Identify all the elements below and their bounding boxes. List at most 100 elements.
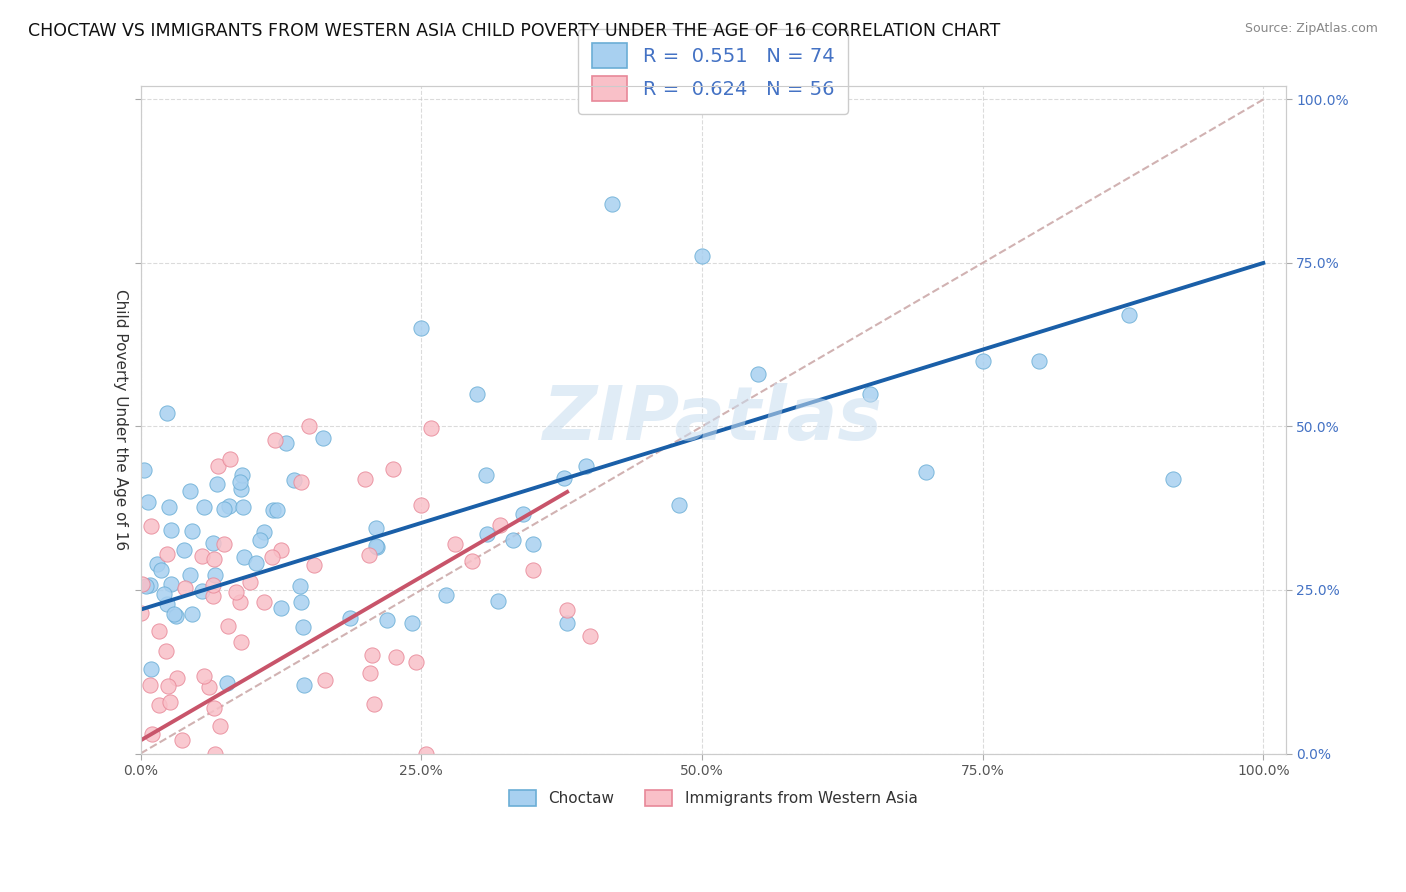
Point: [202, 577, 225, 591]
Point: [245, 556, 267, 570]
Point: [415, 747, 437, 761]
Text: CHOCTAW VS IMMIGRANTS FROM WESTERN ASIA CHILD POVERTY UNDER THE AGE OF 16 CORREL: CHOCTAW VS IMMIGRANTS FROM WESTERN ASIA …: [28, 22, 1001, 40]
Point: [191, 583, 214, 598]
Point: [173, 543, 195, 558]
Point: [401, 616, 423, 631]
Point: [148, 698, 170, 713]
Point: [139, 678, 162, 692]
Point: [555, 602, 578, 616]
Point: [232, 550, 254, 565]
Point: [385, 649, 408, 664]
Point: [156, 680, 179, 694]
Point: [486, 593, 509, 607]
Point: [292, 678, 315, 692]
Point: [915, 465, 938, 479]
Point: [461, 554, 484, 568]
Point: [131, 577, 153, 591]
Point: [502, 533, 524, 548]
Point: [180, 524, 202, 538]
Point: [209, 718, 232, 732]
Point: [153, 587, 176, 601]
Point: [302, 558, 325, 573]
Point: [180, 607, 202, 622]
Point: [444, 537, 467, 551]
Point: [276, 436, 298, 450]
Point: [179, 568, 201, 582]
Point: [522, 563, 544, 577]
Point: [193, 500, 215, 514]
Point: [239, 575, 262, 590]
Point: [475, 527, 498, 541]
Point: [191, 549, 214, 563]
Point: [553, 471, 575, 485]
Point: [136, 495, 159, 509]
Point: [229, 475, 252, 489]
Legend: Choctaw, Immigrants from Western Asia: Choctaw, Immigrants from Western Asia: [502, 784, 924, 813]
Point: [231, 635, 253, 649]
Point: [366, 540, 388, 554]
Point: [475, 468, 498, 483]
Point: [312, 431, 335, 445]
Point: [156, 547, 179, 561]
Point: [972, 354, 994, 368]
Point: [139, 577, 162, 591]
Point: [139, 519, 162, 533]
Point: [173, 582, 195, 596]
Point: [202, 701, 225, 715]
Text: ZIPatlas: ZIPatlas: [543, 384, 883, 457]
Point: [512, 507, 534, 521]
Point: [411, 498, 433, 512]
Point: [146, 557, 169, 571]
Point: [405, 655, 427, 669]
Point: [290, 579, 312, 593]
Point: [225, 585, 247, 599]
Point: [170, 733, 193, 747]
Point: [364, 539, 387, 553]
Point: [522, 537, 544, 551]
Point: [290, 595, 312, 609]
Point: [375, 613, 398, 627]
Point: [160, 577, 183, 591]
Point: [467, 386, 489, 401]
Point: [163, 607, 186, 621]
Point: [231, 482, 253, 496]
Point: [668, 498, 690, 512]
Point: [260, 550, 283, 565]
Point: [361, 648, 384, 663]
Point: [253, 525, 276, 540]
Y-axis label: Child Poverty Under the Age of 16: Child Poverty Under the Age of 16: [114, 289, 128, 550]
Point: [201, 589, 224, 603]
Point: [214, 537, 236, 551]
Point: [229, 594, 252, 608]
Point: [204, 568, 226, 582]
Point: [141, 662, 163, 676]
Point: [202, 552, 225, 566]
Point: [1163, 472, 1185, 486]
Point: [578, 629, 600, 643]
Point: [575, 459, 598, 474]
Point: [217, 618, 239, 632]
Point: [555, 615, 578, 630]
Point: [212, 502, 235, 516]
Point: [690, 249, 713, 263]
Point: [420, 421, 443, 435]
Point: [155, 644, 177, 658]
Point: [129, 607, 152, 621]
Point: [204, 747, 226, 761]
Point: [262, 503, 284, 517]
Point: [231, 467, 253, 482]
Point: [179, 483, 201, 498]
Point: [290, 475, 312, 489]
Point: [359, 666, 381, 681]
Point: [156, 597, 179, 611]
Point: [165, 609, 187, 624]
Text: Source: ZipAtlas.com: Source: ZipAtlas.com: [1244, 22, 1378, 36]
Point: [150, 563, 173, 577]
Point: [202, 536, 225, 550]
Point: [166, 671, 188, 685]
Point: [135, 579, 157, 593]
Point: [218, 499, 240, 513]
Point: [1028, 354, 1050, 368]
Point: [747, 367, 769, 381]
Point: [141, 727, 163, 741]
